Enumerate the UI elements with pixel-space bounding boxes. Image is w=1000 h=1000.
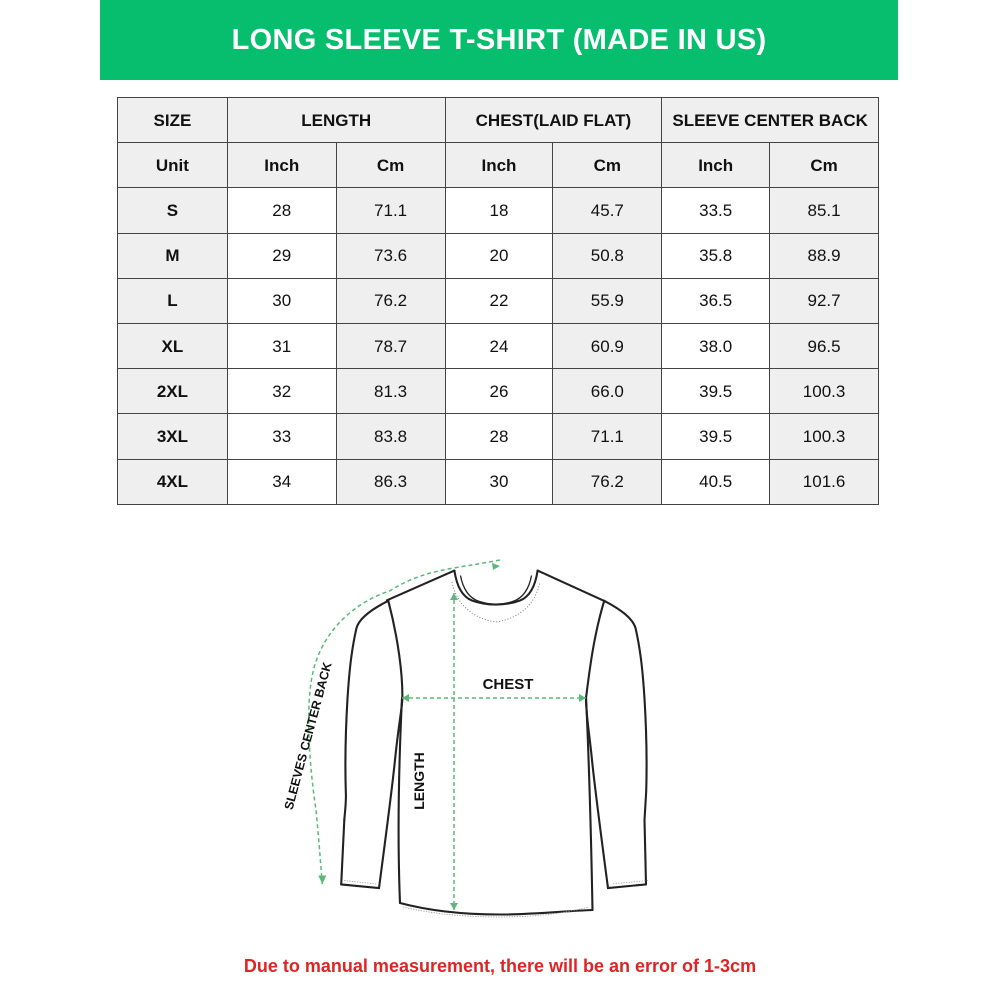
svg-text:CHEST: CHEST bbox=[483, 676, 534, 693]
svg-text:SLEEVES CENTER BACK: SLEEVES CENTER BACK bbox=[282, 661, 335, 812]
svg-text:LENGTH: LENGTH bbox=[411, 752, 427, 810]
